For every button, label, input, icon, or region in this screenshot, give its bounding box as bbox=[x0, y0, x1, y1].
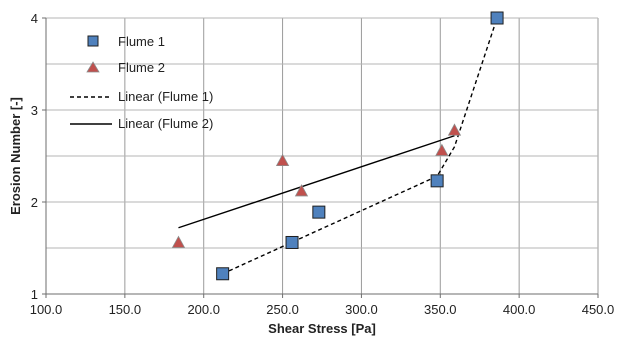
legend-label-linear-flume-2: Linear (Flume 2) bbox=[118, 116, 213, 131]
legend: Flume 1 Flume 2 Linear (Flume 1) Linear … bbox=[70, 34, 213, 131]
x-tick-label: 100.0 bbox=[30, 302, 63, 317]
trendlines bbox=[178, 17, 498, 275]
legend-label-flume-1: Flume 1 bbox=[118, 34, 165, 49]
flume-2-point bbox=[435, 143, 449, 156]
flume-2-point bbox=[447, 123, 462, 136]
flume-1-point bbox=[285, 235, 299, 249]
legend-label-flume-2: Flume 2 bbox=[118, 60, 165, 75]
flume-1-point bbox=[216, 267, 230, 281]
x-tick-label: 300.0 bbox=[345, 302, 378, 317]
x-tick-label: 450.0 bbox=[582, 302, 615, 317]
x-axis-ticks: 100.0 150.0 200.0 250.0 300.0 350.0 400.0 450.0 bbox=[30, 294, 615, 317]
axes bbox=[45, 18, 598, 295]
flume-1-point bbox=[312, 205, 326, 219]
x-tick-label: 350.0 bbox=[424, 302, 457, 317]
flume-1-point bbox=[490, 11, 504, 25]
legend-marker-flume-2 bbox=[86, 61, 100, 73]
x-tick-label: 150.0 bbox=[109, 302, 142, 317]
x-axis-title: Shear Stress [Pa] bbox=[268, 321, 376, 336]
y-axis-title: Erosion Number [-] bbox=[8, 97, 23, 215]
x-tick-label: 400.0 bbox=[503, 302, 536, 317]
y-tick-label: 2 bbox=[31, 195, 38, 210]
data-markers bbox=[171, 11, 504, 281]
x-tick-label: 250.0 bbox=[266, 302, 299, 317]
y-tick-label: 4 bbox=[31, 11, 38, 26]
legend-marker-flume-1 bbox=[87, 35, 99, 47]
y-axis-ticks: 1 2 3 4 bbox=[31, 11, 46, 302]
flume-2-point bbox=[294, 184, 309, 197]
trendline-linear-flume-2 bbox=[178, 135, 455, 229]
flume-2-point bbox=[171, 235, 186, 248]
legend-label-linear-flume-1: Linear (Flume 1) bbox=[118, 89, 213, 104]
y-tick-label: 1 bbox=[31, 287, 38, 302]
flume-2-point bbox=[275, 153, 290, 167]
y-tick-label: 3 bbox=[31, 103, 38, 118]
flume-1-point bbox=[430, 174, 444, 188]
grid-lines bbox=[46, 17, 599, 294]
x-tick-label: 200.0 bbox=[187, 302, 220, 317]
trendline-linear-flume-1 bbox=[222, 17, 498, 275]
